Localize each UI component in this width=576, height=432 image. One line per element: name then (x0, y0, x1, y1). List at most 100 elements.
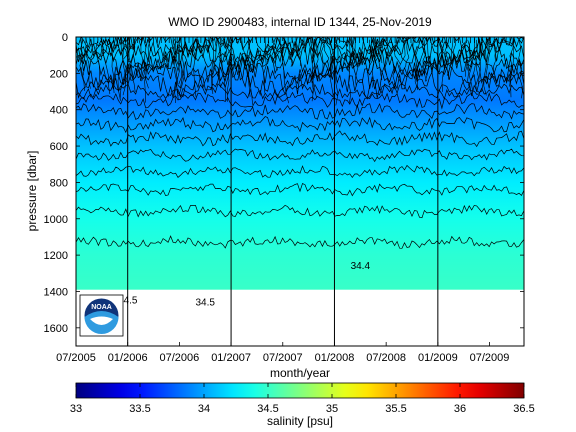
contour-line (193, 39, 199, 97)
x-axis-label: month/year (270, 366, 330, 380)
contour-line (272, 37, 278, 71)
contour-label: 34.5 (195, 297, 215, 308)
x-tick-label: 01/2008 (315, 352, 355, 364)
contour-line (394, 40, 401, 65)
contour-line (76, 235, 524, 249)
colorbar-tick-label: 35 (326, 403, 338, 415)
plot-frame (75, 36, 525, 347)
noaa-logo-text: NOAA (91, 304, 112, 311)
contour-line (354, 39, 364, 87)
contour-line (76, 46, 524, 80)
contour-line (191, 37, 198, 60)
contour-line (436, 37, 444, 74)
colorbar-label: salinity [psu] (267, 414, 333, 428)
x-tick-label: 01/2007 (211, 352, 251, 364)
contour-line (368, 38, 375, 72)
contour-line (320, 38, 330, 63)
contour-line (321, 39, 326, 75)
contour-line (211, 38, 217, 91)
contour-line (424, 37, 430, 82)
y-tick-label: 1000 (44, 214, 68, 226)
contour-line (470, 37, 481, 81)
contour-line (415, 38, 421, 89)
contour-line (271, 38, 277, 65)
colorbar: 33 33.5 34 34.5 35 35.5 36 36.5 (70, 382, 535, 415)
contour-line (350, 38, 356, 69)
contour-line (76, 183, 524, 197)
contour-line (416, 40, 425, 76)
noaa-logo: NOAA (79, 294, 124, 337)
contour-line (120, 37, 126, 96)
chart-title: WMO ID 2900483, internal ID 1344, 25-Nov… (168, 15, 432, 29)
contour-line (282, 37, 292, 60)
contour-line (140, 38, 146, 82)
contour-line (76, 164, 524, 179)
contour-line (290, 37, 295, 67)
contour-line (485, 38, 491, 83)
contour-line (390, 39, 396, 84)
contour-line (464, 40, 470, 89)
contour-line (335, 37, 339, 106)
contour-line (76, 37, 524, 63)
contour-line (176, 39, 183, 85)
x-tick-label: 07/2009 (470, 352, 510, 364)
contour-line (76, 37, 524, 58)
contour-line (76, 204, 524, 219)
x-tick-label: 01/2009 (418, 352, 458, 364)
colorbar-gradient (75, 382, 525, 399)
contour-line (442, 39, 449, 78)
contour-line (315, 38, 322, 82)
contour-line (399, 40, 407, 72)
contour-line (76, 67, 524, 100)
contour-line (384, 37, 392, 76)
contour-line (474, 38, 479, 85)
contour-line (76, 130, 524, 148)
contour-line (419, 38, 428, 70)
contour-line (174, 39, 181, 104)
y-tick-label: 1200 (44, 250, 68, 262)
contour-line (448, 37, 454, 80)
y-tick-label: 600 (50, 141, 68, 153)
contour-line (76, 116, 524, 134)
contour-line (311, 38, 315, 102)
contour-line (348, 38, 352, 104)
contour-line (366, 39, 379, 73)
contour-line (345, 39, 351, 70)
contour-line (312, 39, 318, 98)
contour-line (85, 37, 91, 89)
x-tick-label: 07/2006 (160, 352, 200, 364)
contour-line (244, 40, 253, 105)
contour-line (117, 39, 124, 101)
contour-line (437, 40, 446, 92)
contour-line (374, 37, 383, 67)
contour-line (247, 38, 253, 97)
contour-line (130, 38, 136, 93)
contour-line (145, 38, 152, 89)
contour-line (446, 38, 456, 76)
y-axis-ticks: 0 200 400 600 800 1000 1200 1400 1600 (44, 32, 524, 335)
y-axis-label: pressure [dbar] (25, 151, 39, 232)
contour-line (80, 39, 86, 76)
contour-line (79, 39, 85, 91)
y-tick-label: 1400 (44, 286, 68, 298)
contour-line (76, 83, 524, 100)
contour-line (143, 38, 149, 103)
colorbar-tick-label: 35.5 (385, 403, 406, 415)
contour-line (119, 37, 131, 100)
contour-line (476, 39, 481, 84)
contour-line (108, 40, 115, 94)
y-tick-label: 1600 (44, 323, 68, 335)
plot-area: 34.434.534.534.5 07/200501/200607/200601… (44, 32, 525, 364)
contour-line (369, 39, 375, 88)
colorbar-tick-label: 34.5 (257, 403, 278, 415)
colorbar-tick-label: 34 (198, 403, 210, 415)
colorbar-tick-label: 33.5 (129, 403, 150, 415)
x-tick-label: 07/2005 (56, 352, 96, 364)
contour-line (100, 37, 111, 95)
contour-line (510, 37, 515, 98)
contour-line (173, 39, 179, 100)
contour-line (76, 91, 524, 110)
contour-line (468, 40, 474, 93)
contour-line (263, 37, 267, 93)
